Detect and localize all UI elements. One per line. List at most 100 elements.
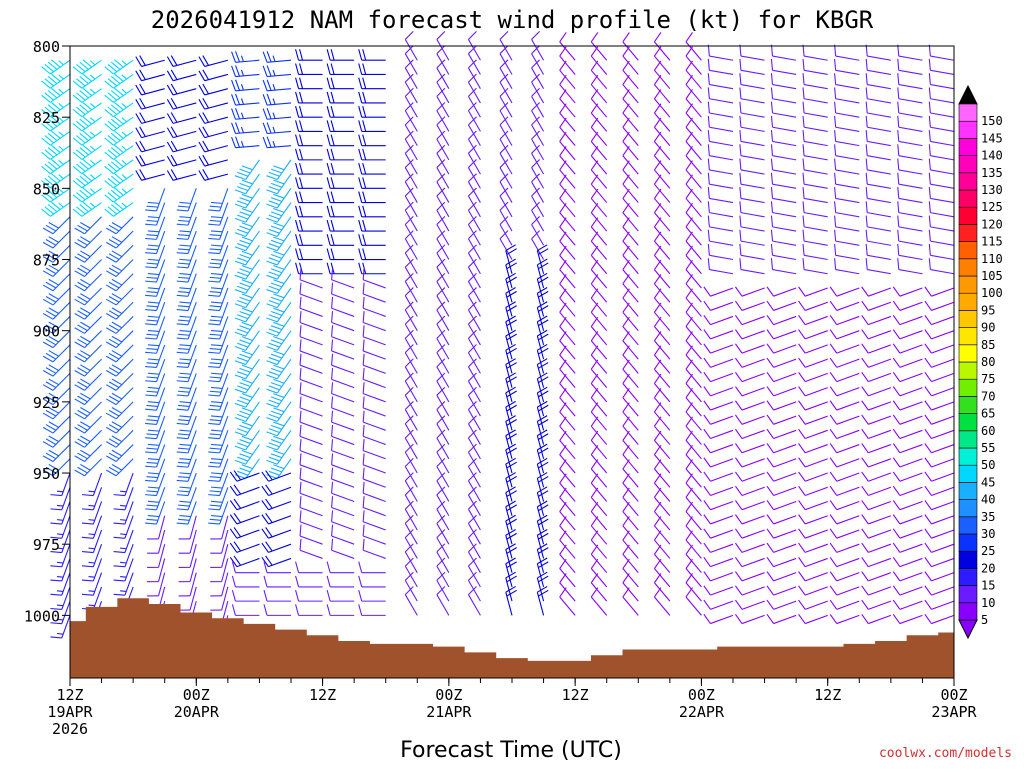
colorbar-label: 85	[981, 338, 995, 352]
wind-barb	[179, 530, 197, 553]
wind-barb	[767, 344, 796, 353]
wind-barb	[740, 144, 765, 160]
wind-barb	[147, 530, 165, 553]
wind-barb	[105, 202, 133, 216]
wind-barb	[803, 59, 828, 75]
wind-barb	[771, 87, 796, 103]
wind-barb	[327, 206, 354, 217]
wind-barb	[862, 572, 891, 581]
wind-barb	[925, 515, 954, 524]
wind-barb	[835, 45, 860, 61]
wind-barb	[359, 63, 386, 74]
wind-barb	[359, 249, 386, 260]
wind-barb	[925, 572, 954, 581]
wind-barb	[75, 231, 102, 248]
x-tick-label: 12Z	[562, 686, 589, 704]
wind-barb	[359, 78, 386, 89]
wind-barb	[114, 501, 134, 524]
wind-barb	[232, 80, 260, 91]
wind-barb	[296, 120, 323, 131]
wind-barb	[925, 543, 954, 552]
wind-barb	[327, 177, 354, 188]
wind-barb	[106, 445, 133, 462]
credit-text: coolwx.com/models	[879, 746, 1012, 761]
wind-barb	[75, 430, 102, 447]
wind-barb	[767, 372, 796, 381]
wind-barb	[300, 397, 323, 417]
wind-barb	[799, 557, 828, 566]
wind-barb	[866, 102, 891, 118]
wind-barb	[830, 344, 859, 353]
x-tick-label: 00Z	[435, 686, 462, 704]
wind-barb	[332, 411, 355, 431]
y-tick-label: 900	[33, 323, 60, 341]
colorbar-label: 10	[981, 596, 995, 610]
wind-barb	[179, 544, 197, 567]
wind-barb	[799, 500, 828, 509]
wind-barb	[296, 590, 323, 601]
wind-barb	[75, 388, 102, 405]
wind-barb	[73, 188, 101, 202]
wind-barb	[767, 614, 796, 623]
wind-barb	[862, 287, 891, 296]
wind-barb	[327, 149, 354, 160]
wind-barb	[893, 614, 922, 623]
wind-barb	[803, 73, 828, 89]
wind-barb	[803, 102, 828, 118]
wind-barb	[862, 415, 891, 424]
wind-barb	[106, 231, 133, 248]
colorbar-swatch	[959, 104, 977, 121]
x-tick-label: 12Z	[309, 686, 336, 704]
wind-barb	[767, 287, 796, 296]
wind-barb	[363, 283, 386, 303]
wind-barb	[830, 315, 859, 324]
colorbar-label: 120	[981, 217, 1003, 231]
wind-barbs	[42, 31, 954, 638]
wind-barb	[263, 108, 291, 119]
wind-barb	[925, 401, 954, 410]
wind-barb	[735, 443, 764, 452]
wind-barb	[332, 268, 355, 288]
wind-barb	[862, 472, 891, 481]
wind-barb	[82, 573, 102, 596]
wind-barb	[835, 59, 860, 75]
wind-barb	[264, 604, 291, 615]
wind-barb	[296, 92, 323, 103]
wind-barb	[136, 112, 165, 123]
wind-barb	[735, 315, 764, 324]
wind-barb	[835, 201, 860, 217]
wind-barb	[735, 500, 764, 509]
wind-barb	[735, 429, 764, 438]
wind-barb	[735, 529, 764, 538]
wind-barb	[925, 429, 954, 438]
wind-barb	[929, 244, 954, 260]
wind-barb	[862, 557, 891, 566]
wind-barb	[114, 558, 134, 581]
wind-barb	[830, 529, 859, 538]
wind-barb	[263, 80, 291, 91]
wind-barb	[106, 316, 133, 333]
wind-barb	[50, 487, 70, 510]
wind-barb	[106, 430, 133, 447]
wind-barb	[327, 163, 354, 174]
wind-barb	[799, 401, 828, 410]
wind-barb	[50, 558, 70, 581]
wind-barb	[799, 486, 828, 495]
colorbar-swatch	[959, 276, 977, 293]
wind-barb	[767, 301, 796, 310]
wind-barb	[862, 600, 891, 609]
wind-barb	[199, 112, 228, 123]
x-tick-label: 12Z	[56, 686, 83, 704]
wind-barb	[708, 73, 733, 89]
wind-barb	[210, 558, 228, 581]
wind-barb	[898, 45, 923, 61]
wind-barb	[830, 500, 859, 509]
wind-barb	[332, 340, 355, 360]
wind-barb	[708, 59, 733, 75]
wind-barb	[830, 614, 859, 623]
colorbar-swatch	[959, 603, 977, 620]
wind-barb	[771, 173, 796, 189]
wind-barb	[893, 458, 922, 467]
wind-barb	[704, 586, 733, 595]
wind-barb	[708, 201, 733, 217]
